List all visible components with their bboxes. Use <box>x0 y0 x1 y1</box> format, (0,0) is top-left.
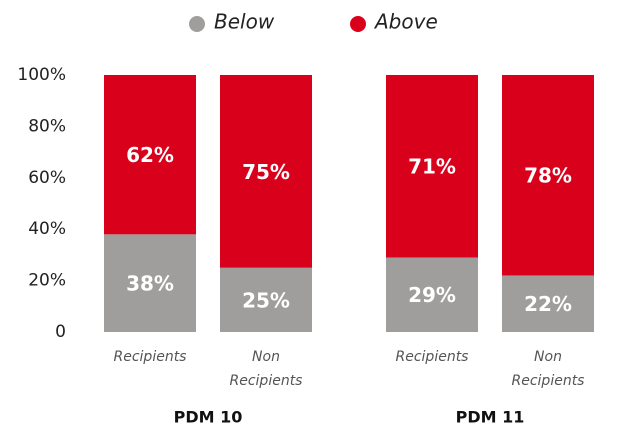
legend-swatch <box>350 16 366 32</box>
x-tick-label: Recipients <box>113 349 187 365</box>
bar-segment <box>502 275 594 332</box>
x-tick-label: Non Recipients <box>229 349 303 389</box>
bar-segment <box>386 75 478 258</box>
bar-segment <box>104 75 196 235</box>
legend-label: Above <box>373 10 438 34</box>
bar-segment <box>220 75 312 268</box>
value-label: 62% <box>126 143 174 167</box>
value-label: 78% <box>524 164 572 188</box>
y-tick-label: 100% <box>17 65 66 85</box>
value-label: 38% <box>126 272 174 296</box>
bar-segment <box>104 234 196 332</box>
y-tick-label: 20% <box>28 271 66 291</box>
legend-label: Below <box>214 10 275 34</box>
y-tick-label: 40% <box>28 219 66 239</box>
bar-segment <box>502 75 594 276</box>
y-tick-label: 60% <box>28 168 66 188</box>
y-tick-label: 80% <box>28 116 66 136</box>
x-tick-label: Recipients <box>395 349 469 365</box>
y-tick-label: 0 <box>55 322 66 342</box>
bar-segment <box>220 267 312 332</box>
bar-segment <box>386 257 478 332</box>
group-label: PDM 10 <box>174 408 243 427</box>
value-label: 29% <box>408 283 456 307</box>
value-label: 71% <box>408 155 456 179</box>
value-label: 75% <box>242 160 290 184</box>
group-label: PDM 11 <box>456 408 525 427</box>
legend-swatch <box>189 16 205 32</box>
value-label: 25% <box>242 288 290 312</box>
value-label: 22% <box>524 292 572 316</box>
x-tick-label: Non Recipients <box>511 349 585 389</box>
